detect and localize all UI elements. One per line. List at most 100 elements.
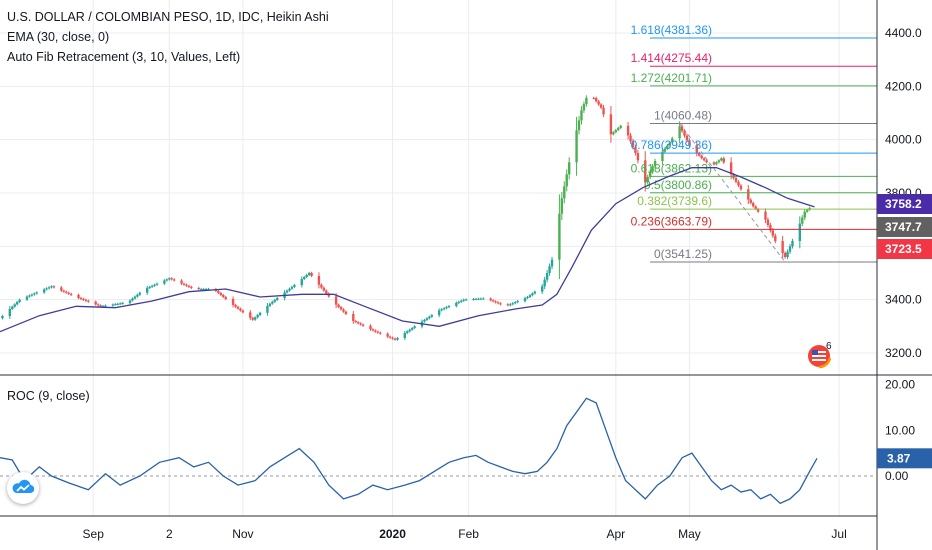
candle-body xyxy=(371,329,375,331)
candle-body xyxy=(644,160,647,183)
candle-body xyxy=(136,294,139,297)
candle-body xyxy=(516,301,519,303)
candle-body xyxy=(182,283,186,285)
grid xyxy=(0,0,877,516)
candle-body xyxy=(369,325,372,330)
candle-body xyxy=(619,125,622,128)
fib-legend[interactable]: Auto Fib Retracement (3, 10, Values, Lef… xyxy=(7,50,241,64)
roc-value-tag: 3.87 xyxy=(877,448,932,469)
candle-body xyxy=(720,158,723,161)
candle-body xyxy=(585,97,588,105)
candle-body xyxy=(222,295,225,297)
candle-body xyxy=(663,148,667,152)
candle-body xyxy=(52,286,56,288)
candle-body xyxy=(236,306,240,309)
candle-body xyxy=(180,280,183,284)
candle-body xyxy=(187,285,191,287)
candle-body xyxy=(172,279,176,281)
candle-body xyxy=(440,309,443,311)
candle-body xyxy=(359,323,362,325)
candle-body xyxy=(712,162,716,165)
candle-body xyxy=(631,141,635,148)
fib-level-label: 1(4060.48) xyxy=(654,109,712,123)
roc-legend[interactable]: ROC (9, close) xyxy=(7,386,90,406)
price-tag-box xyxy=(877,239,932,259)
candle-body xyxy=(28,295,31,297)
candle-body xyxy=(626,125,630,136)
candle-body xyxy=(425,318,429,320)
candle-body xyxy=(648,171,652,177)
candle-body xyxy=(634,147,637,153)
candle-body xyxy=(447,306,451,308)
tradingview-logo-button[interactable] xyxy=(7,472,39,504)
candle-body xyxy=(612,132,615,135)
price-axis-label: 4400.0 xyxy=(885,26,922,40)
candle-body xyxy=(60,287,63,291)
candle-body xyxy=(560,198,564,214)
candle-body xyxy=(597,101,600,105)
candle-body xyxy=(651,166,654,172)
price-axis-label: 4200.0 xyxy=(885,79,922,93)
candle-body xyxy=(599,104,603,108)
candle-body xyxy=(668,142,671,146)
candle-body xyxy=(190,286,193,288)
price-tag-box xyxy=(877,217,932,237)
candle-body xyxy=(577,120,581,131)
candle-body xyxy=(65,291,68,293)
events-badge-count: 6 xyxy=(826,341,832,352)
candle-body xyxy=(563,186,566,199)
candle-body xyxy=(170,278,173,280)
candle-body xyxy=(276,298,279,300)
candle-body xyxy=(207,289,210,290)
events-badge[interactable]: 6 xyxy=(805,340,835,370)
candle-body xyxy=(464,299,468,301)
candle-body xyxy=(111,304,115,306)
candle-body xyxy=(705,160,708,163)
candle-body xyxy=(430,315,434,317)
price-axis-label: 3200.0 xyxy=(885,346,922,360)
candle-body xyxy=(204,289,208,290)
candle-body xyxy=(379,332,382,334)
candle-body xyxy=(25,296,29,300)
candle-body xyxy=(119,303,122,305)
candle-body xyxy=(445,307,448,309)
price-tag: 3723.5 xyxy=(877,239,932,259)
candle-body xyxy=(756,209,760,212)
candle-body xyxy=(317,275,321,285)
candle-body xyxy=(219,293,223,295)
candle-body xyxy=(352,314,355,321)
candle-body xyxy=(15,302,19,305)
candle-body xyxy=(788,246,792,252)
time-axis-label: Apr xyxy=(606,527,625,541)
candle-body xyxy=(165,279,169,281)
candle-body xyxy=(698,153,701,156)
fib-level-label: 1.618(4381.36) xyxy=(631,23,712,37)
candle-body xyxy=(455,302,458,307)
symbol-title[interactable]: U.S. DOLLAR / COLOMBIAN PESO, 1D, IDC, H… xyxy=(7,10,329,24)
candle-body xyxy=(783,253,787,257)
roc-value-box xyxy=(877,448,932,469)
candle-body xyxy=(766,219,770,225)
candle-body xyxy=(96,304,100,306)
candle-body xyxy=(460,300,463,302)
price-tags: 3758.2 3747.7 3723.5 3.87 xyxy=(877,194,932,469)
candle-body xyxy=(568,162,571,175)
candle-body xyxy=(339,307,343,310)
candle-body xyxy=(617,127,620,131)
axes: 4400.04200.04000.03800.03600.03400.03200… xyxy=(83,26,922,541)
candle-body xyxy=(683,131,686,136)
candle-body xyxy=(334,296,338,305)
candle-body xyxy=(526,297,529,299)
candle-body xyxy=(197,287,200,289)
candle-body xyxy=(410,328,414,330)
time-axis-label: Feb xyxy=(458,527,479,541)
time-axis-label: Jul xyxy=(831,527,846,541)
ema-legend[interactable]: EMA (30, close, 0) xyxy=(7,30,110,44)
candle-body xyxy=(1,316,4,319)
price-tag-box xyxy=(877,194,932,214)
ema-line xyxy=(0,167,815,333)
candle-body xyxy=(266,305,269,313)
candle-body xyxy=(47,287,51,289)
candle-body xyxy=(594,98,598,102)
